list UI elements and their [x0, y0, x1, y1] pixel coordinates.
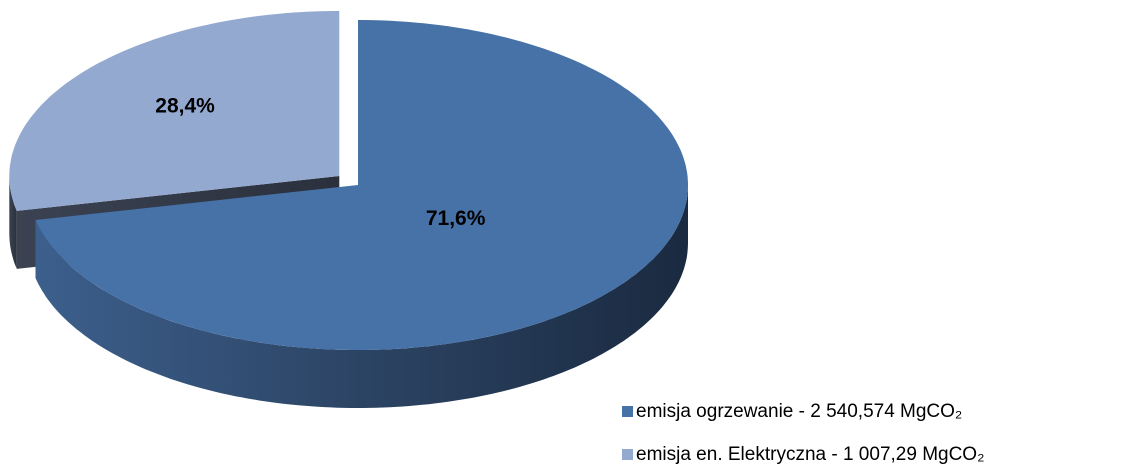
legend-swatch	[622, 406, 633, 417]
legend-swatch	[622, 449, 633, 460]
legend-label: emisja ogrzewanie - 2 540,574 MgCO₂	[636, 401, 962, 422]
slice-side	[9, 176, 17, 269]
legend-label: emisja en. Elektryczna - 1 007,29 MgCO₂	[636, 444, 984, 465]
data-label: 71,6%	[426, 207, 486, 230]
data-label: 28,4%	[155, 94, 215, 117]
slice-side	[35, 185, 688, 408]
slice	[35, 20, 688, 350]
slice	[9, 11, 340, 211]
